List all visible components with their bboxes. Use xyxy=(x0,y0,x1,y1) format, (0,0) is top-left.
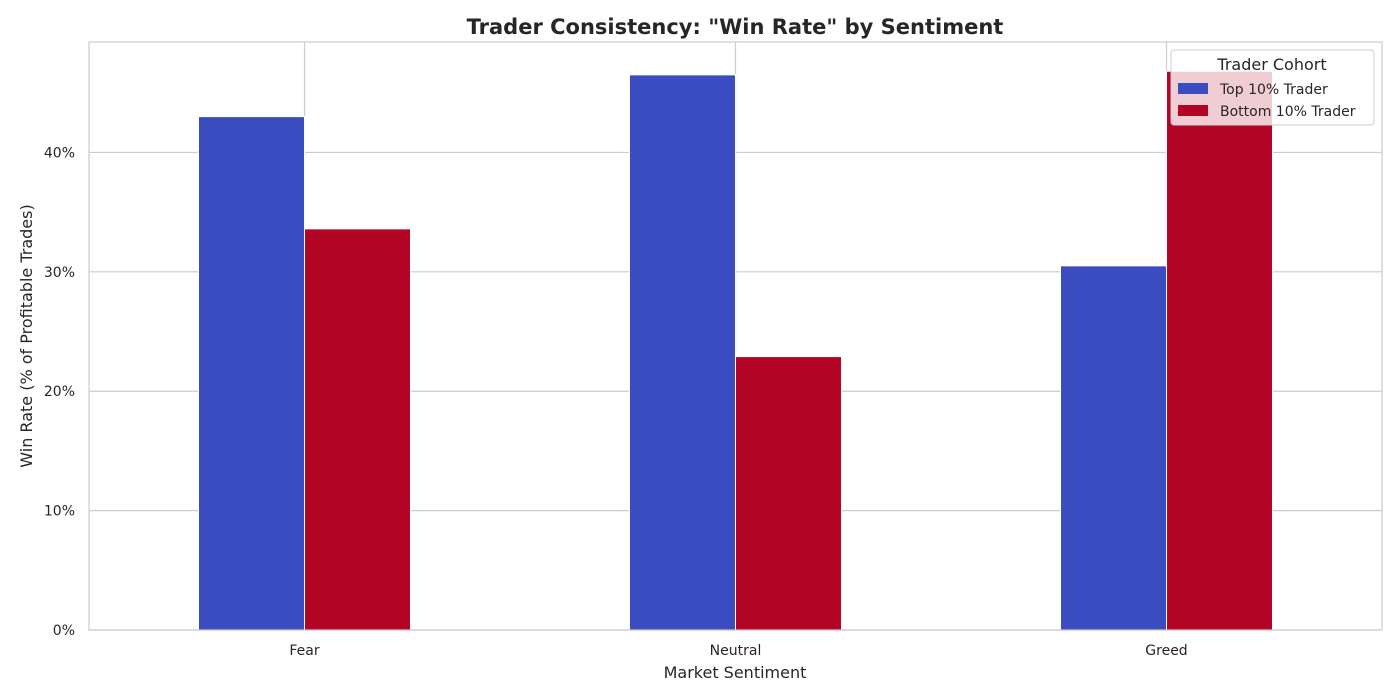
chart-title: Trader Consistency: "Win Rate" by Sentim… xyxy=(467,15,1004,39)
legend-swatch-top xyxy=(1178,83,1208,94)
legend-title: Trader Cohort xyxy=(1216,55,1326,74)
y-tick-label: 10% xyxy=(44,504,75,520)
y-axis-title: Win Rate (% of Profitable Trades) xyxy=(17,204,36,467)
y-tick-label: 40% xyxy=(44,145,75,161)
x-tick-labels: Fear Neutral Greed xyxy=(289,643,1187,659)
bar-top-10 xyxy=(1060,265,1167,631)
legend-swatch-bottom xyxy=(1178,105,1208,116)
x-axis-title: Market Sentiment xyxy=(664,663,807,682)
bars xyxy=(198,70,1273,631)
legend-frame xyxy=(1170,49,1375,126)
y-tick-label: 30% xyxy=(44,265,75,281)
legend: Trader Cohort Top 10% Trader Bottom 10% … xyxy=(1170,49,1375,126)
legend-label-top: Top 10% Trader xyxy=(1219,82,1328,98)
bar-bottom-10 xyxy=(735,356,842,631)
bar-top-10 xyxy=(629,74,736,631)
legend-label-bottom: Bottom 10% Trader xyxy=(1220,104,1356,120)
x-tick-label: Greed xyxy=(1145,643,1187,659)
x-tick-label: Neutral xyxy=(710,643,762,659)
x-tick-label: Fear xyxy=(289,643,319,659)
y-tick-label: 20% xyxy=(44,384,75,400)
bar-top-10 xyxy=(198,116,305,631)
plot-frame xyxy=(88,41,1383,631)
bar-bottom-10 xyxy=(1166,70,1273,631)
bar-bottom-10 xyxy=(304,228,411,631)
y-tick-label: 0% xyxy=(53,623,75,639)
y-tick-labels: 0% 10% 20% 30% 40% xyxy=(44,145,75,639)
